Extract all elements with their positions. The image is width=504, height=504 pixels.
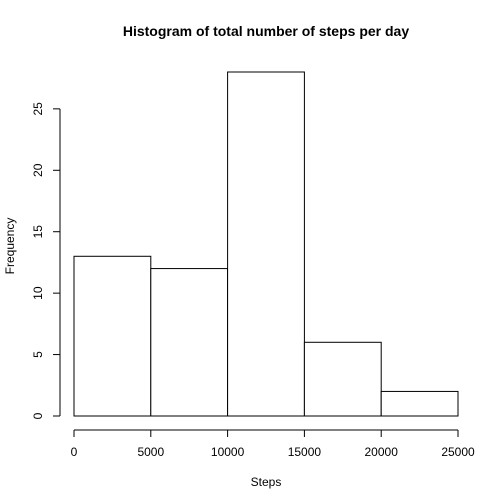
histogram-bar — [303, 341, 382, 417]
x-tick-label: 5000 — [137, 445, 164, 459]
histogram-bar — [150, 268, 229, 417]
y-axis: 0 5 10 15 20 25 — [31, 102, 61, 419]
histogram-bar — [73, 255, 152, 417]
x-tick-label: 25000 — [441, 445, 475, 459]
x-tick-label: 15000 — [288, 445, 322, 459]
x-tick-label: 20000 — [365, 445, 399, 459]
x-axis-label: Steps — [251, 475, 282, 489]
y-tick-label: 25 — [31, 102, 45, 116]
y-tick-label: 20 — [31, 163, 45, 177]
bars-group — [73, 71, 459, 417]
y-tick-label: 15 — [31, 225, 45, 239]
y-tick-label: 0 — [31, 412, 45, 419]
y-tick-label: 5 — [31, 351, 45, 358]
y-tick-label: 10 — [31, 286, 45, 300]
x-tick-label: 10000 — [211, 445, 245, 459]
chart-title: Histogram of total number of steps per d… — [123, 23, 409, 39]
x-tick-label: 0 — [71, 445, 78, 459]
x-axis: 0 5000 10000 15000 20000 25000 — [71, 429, 475, 459]
histogram-bar — [227, 71, 305, 417]
histogram-bar — [380, 390, 459, 417]
y-axis-label: Frequency — [3, 218, 17, 275]
